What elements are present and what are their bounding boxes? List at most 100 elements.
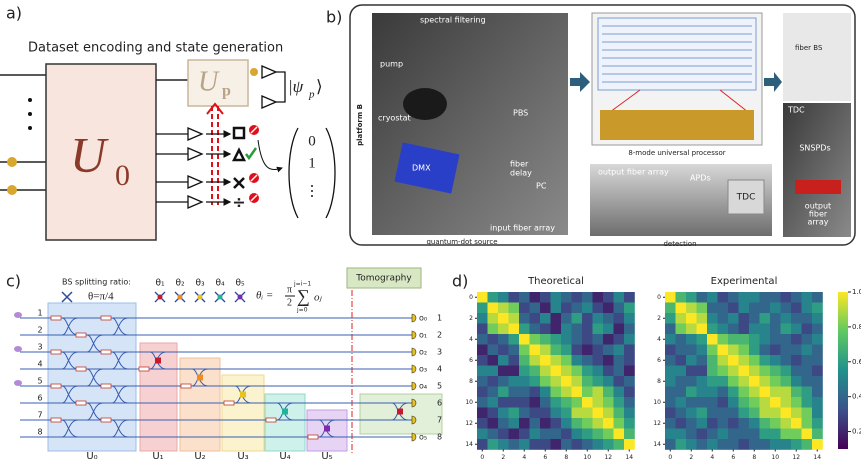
heatmap-cell <box>665 345 676 356</box>
heatmap-cell <box>770 313 781 324</box>
heatmap-cell <box>593 408 604 419</box>
heatmap-cell <box>477 429 488 440</box>
heatmap-cell <box>488 376 499 387</box>
heatmap-cell <box>551 303 562 314</box>
y-tick-label: 12 <box>653 420 661 427</box>
heatmap-cell <box>665 313 676 324</box>
heatmap-cell <box>802 408 813 419</box>
heatmap-cell <box>551 313 562 324</box>
heatmap-cell <box>697 345 708 356</box>
heatmap-cell <box>509 429 520 440</box>
heatmap-cell <box>519 376 530 387</box>
unitary-label: U₀ <box>86 451 97 462</box>
heatmap-cell <box>582 397 593 408</box>
y-tick-label: 2 <box>469 315 473 322</box>
heatmap-cell <box>770 387 781 398</box>
heatmap-cell <box>509 324 520 335</box>
heatmap-cell <box>812 418 823 429</box>
output-index: 6 <box>437 399 442 408</box>
formula: j=i−1 <box>293 281 311 288</box>
detector <box>412 314 416 322</box>
heatmap-cell <box>802 313 813 324</box>
phase-shifter <box>181 384 191 388</box>
y-tick-label: 6 <box>469 357 473 364</box>
theta-label: θ₁ <box>155 279 165 289</box>
x-tick-label: 12 <box>604 454 612 461</box>
phase-shifter <box>101 418 111 422</box>
output-index: 1 <box>437 314 442 323</box>
heatmap-cell <box>551 429 562 440</box>
heatmap-cell <box>770 418 781 429</box>
panel-a: a) Dataset encoding and state generation… <box>0 4 335 241</box>
outcome-icons: ÷ <box>232 125 282 212</box>
heatmap-cell <box>582 345 593 356</box>
heatmap-cell <box>749 292 760 303</box>
formula: oⱼ <box>314 292 323 304</box>
theta-label: θ₅ <box>235 279 245 289</box>
heatmap-cell <box>519 387 530 398</box>
heatmap-cell <box>477 376 488 387</box>
heatmap-cell <box>749 366 760 377</box>
output-index: 2 <box>437 331 442 340</box>
heatmap-cell <box>697 303 708 314</box>
heatmap-cell <box>791 303 802 314</box>
heatmap-cell <box>593 366 604 377</box>
heatmap-cell <box>665 408 676 419</box>
heatmap-cell <box>498 366 509 377</box>
heatmap-cell <box>498 397 509 408</box>
heatmap-cell <box>498 303 509 314</box>
formula: θᵢ = <box>256 290 273 302</box>
heatmap-cell <box>812 397 823 408</box>
formula: 2 <box>287 297 292 308</box>
heatmap-cell <box>686 292 697 303</box>
heatmap-cell <box>624 366 635 377</box>
heatmap-cell <box>572 439 583 450</box>
heatmap-cell <box>791 376 802 387</box>
heatmap-cell <box>676 324 687 335</box>
heatmap-cell <box>593 313 604 324</box>
heatmap-cell <box>624 324 635 335</box>
heatmap-cell <box>802 324 813 335</box>
heatmap-cell <box>582 355 593 366</box>
heatmap-cell <box>624 408 635 419</box>
detector <box>412 348 416 356</box>
heatmap-cell <box>676 345 687 356</box>
heatmap-cell <box>665 292 676 303</box>
heatmap-cell <box>728 292 739 303</box>
heatmap-cell <box>561 439 572 450</box>
heatmap-cell <box>665 387 676 398</box>
heatmap-cell <box>624 439 635 450</box>
label: cryostat <box>378 114 411 123</box>
heatmap-cell <box>791 324 802 335</box>
heatmap-cell <box>509 292 520 303</box>
bs-symbol <box>62 292 72 302</box>
heatmap-cell <box>802 355 813 366</box>
heatmap-cell <box>728 376 739 387</box>
heatmap-cell <box>791 418 802 429</box>
heatmap-title: Experimental <box>711 276 778 287</box>
heatmap-cell <box>760 439 771 450</box>
heatmap-cell <box>760 334 771 345</box>
heatmap-cell <box>593 292 604 303</box>
heatmap-cell <box>739 345 750 356</box>
phase-shifter <box>76 333 86 337</box>
heatmap-cell <box>739 303 750 314</box>
heatmap-cell <box>802 292 813 303</box>
heatmap-cell <box>749 355 760 366</box>
heatmap-cell <box>728 418 739 429</box>
heatmap-cell <box>749 429 760 440</box>
output-mode: o₄ <box>419 382 427 391</box>
heatmap-cell <box>530 334 541 345</box>
heatmap-cell <box>530 355 541 366</box>
panel-d: d) Theoretical Experimental 002244668810… <box>452 272 861 462</box>
heatmap-cell <box>665 439 676 450</box>
heatmap-cell <box>603 366 614 377</box>
heatmap-cell <box>551 408 562 419</box>
heatmap-cell <box>477 313 488 324</box>
heatmap-cell <box>739 324 750 335</box>
heatmap-cell <box>781 334 792 345</box>
heatmap-cell <box>707 303 718 314</box>
heatmap-cell <box>728 408 739 419</box>
chip-layout <box>598 18 756 90</box>
arrows <box>206 134 230 202</box>
